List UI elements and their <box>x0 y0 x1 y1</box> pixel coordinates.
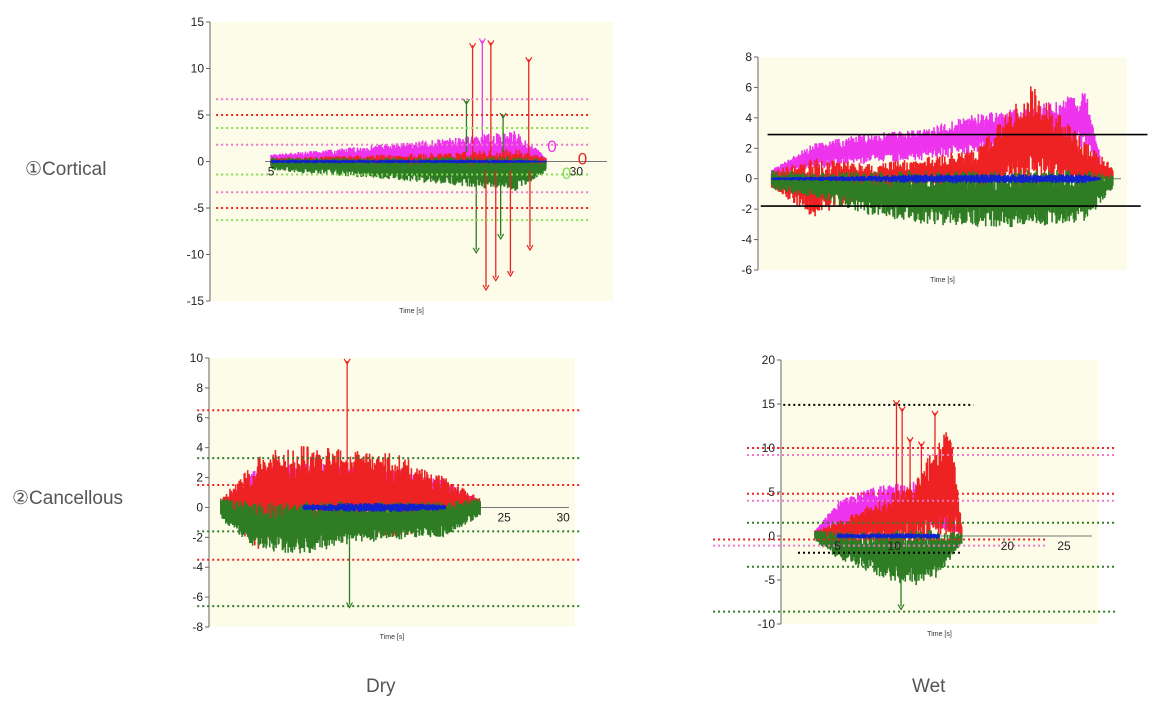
spike-marker-5 <box>897 604 905 611</box>
y-tick-label: 10 <box>191 62 205 76</box>
y-tick-label: 15 <box>191 15 205 29</box>
spike-marker-1 <box>478 38 486 45</box>
y-tick-label: 5 <box>197 108 204 122</box>
col-label-wet: Wet <box>912 676 946 697</box>
x-axis-title: Time [s] <box>930 277 955 284</box>
spike-marker-1 <box>345 602 354 609</box>
spike-marker-7 <box>482 284 490 292</box>
col-label-dry: Dry <box>366 676 396 697</box>
y-tick-label: 4 <box>196 441 203 455</box>
y-tick-label: -10 <box>758 617 776 631</box>
y-tick-label: 10 <box>190 351 204 365</box>
y-tick-label: 5 <box>768 485 775 499</box>
x-tick-label: 5 <box>834 539 841 553</box>
y-tick-label: -10 <box>187 248 205 262</box>
spike-marker-4 <box>462 98 470 106</box>
x-tick-label: 5 <box>268 165 275 179</box>
y-tick-label: -4 <box>741 233 752 247</box>
x-tick-label: 20 <box>1001 539 1015 553</box>
series-band-blue <box>302 503 446 512</box>
spike-marker-0 <box>892 399 900 407</box>
series-band-green <box>814 530 963 586</box>
row-label-cortical: ①Cortical <box>25 159 107 180</box>
x-tick-label: 10 <box>888 539 902 553</box>
y-tick-label: 0 <box>768 529 775 543</box>
y-tick-label: -15 <box>187 294 205 308</box>
series-green <box>220 498 481 554</box>
spike-marker-3 <box>525 56 533 64</box>
y-tick-label: -4 <box>192 560 203 574</box>
x-axis-title: Time [s] <box>399 308 424 315</box>
series-band-green <box>220 498 481 554</box>
series-band-blue <box>270 159 547 164</box>
series-blue <box>770 174 1101 184</box>
spike-marker-2 <box>487 40 495 47</box>
spike-marker-11 <box>497 233 505 241</box>
x-axis-title: Time [s] <box>380 634 405 641</box>
spike-marker-2 <box>906 436 914 444</box>
y-tick-label: -8 <box>192 620 203 634</box>
x-tick-label: 30 <box>557 510 571 524</box>
y-tick-label: 4 <box>745 111 752 125</box>
y-tick-label: 15 <box>762 397 776 411</box>
y-tick-label: -6 <box>741 263 752 277</box>
y-tick-label: 8 <box>196 381 203 395</box>
y-tick-label: 20 <box>762 353 776 367</box>
y-tick-label: 2 <box>745 141 752 155</box>
y-tick-label: 0 <box>197 155 204 169</box>
y-tick-label: -2 <box>192 530 203 544</box>
y-tick-label: 8 <box>745 50 752 64</box>
spike-marker-0 <box>343 358 351 366</box>
spike-marker-10 <box>526 244 534 252</box>
row-label-cancellous: ②Cancellous <box>12 488 124 509</box>
y-tick-label: 0 <box>196 500 203 514</box>
y-tick-label: -2 <box>741 202 752 216</box>
y-tick-label: 2 <box>196 471 203 485</box>
series-green <box>814 530 963 586</box>
series-blue <box>270 159 547 164</box>
series-blue <box>302 503 446 512</box>
spike-marker-5 <box>499 112 507 120</box>
y-tick-label: 6 <box>745 80 752 94</box>
series-band-blue <box>836 533 940 539</box>
x-axis-title: Time [s] <box>927 631 952 638</box>
spike-marker-4 <box>931 410 939 417</box>
spike-marker-6 <box>472 247 480 255</box>
series-blue <box>836 533 940 539</box>
spike-marker-9 <box>506 270 514 278</box>
x-tick-label: 25 <box>497 510 511 524</box>
annotation-1: 0 <box>578 149 587 168</box>
y-tick-label: -6 <box>192 590 203 604</box>
y-tick-label: -5 <box>764 573 775 587</box>
spike-marker-8 <box>492 275 500 282</box>
annotation-2: 0 <box>562 164 571 183</box>
series-band-green <box>270 156 547 191</box>
series-green <box>270 156 547 191</box>
x-tick-label: 25 <box>1057 539 1071 553</box>
series-band-blue <box>770 174 1101 184</box>
spike-marker-0 <box>469 42 477 50</box>
y-tick-label: -5 <box>193 201 204 215</box>
spike-marker-1 <box>898 406 906 413</box>
spike-marker-3 <box>917 441 925 448</box>
annotation-0: 0 <box>547 137 556 156</box>
x-tick-label: 30 <box>570 165 584 179</box>
y-tick-label: 6 <box>196 411 203 425</box>
y-tick-label: 0 <box>745 172 752 186</box>
